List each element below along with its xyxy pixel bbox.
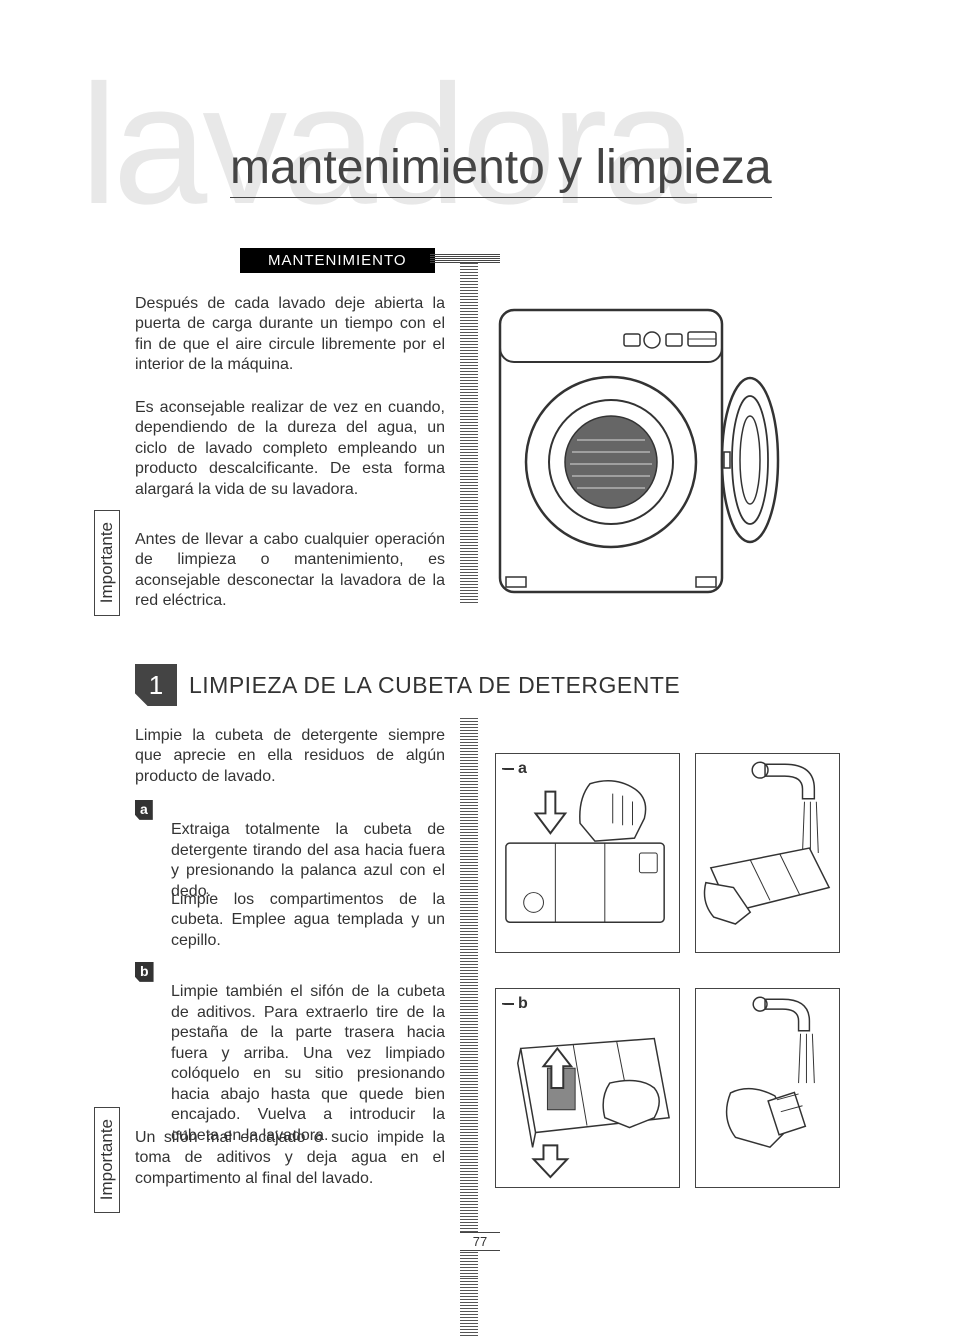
- washing-machine-illustration: [492, 292, 792, 604]
- importante-sidebar-1: Importante: [94, 510, 120, 616]
- importante-sidebar-2: Importante: [94, 1107, 120, 1213]
- step-b: b Limpie también el sifón de la cubeta d…: [135, 962, 445, 1146]
- paragraph-importante-1: Antes de llevar a cabo cualquier operaci…: [135, 530, 445, 612]
- step-a-tag: a: [135, 800, 153, 820]
- diagram-a-label: a: [518, 760, 527, 778]
- step-a: a Extraiga totalmente la cubeta de deter…: [135, 800, 445, 902]
- section-1-heading: 1 LIMPIEZA DE LA CUBETA DE DETERGENTE: [135, 664, 680, 706]
- step-b-tag: b: [135, 962, 154, 982]
- paragraph-section1-intro: Limpie la cubeta de detergente siempre q…: [135, 726, 445, 787]
- step-a-text-2: Limpie los compartimentos de la cubeta. …: [171, 890, 445, 951]
- section-number-marker: 1: [135, 664, 177, 706]
- vertical-hatch-footer: [460, 1278, 478, 1338]
- importante-label: Importante: [95, 514, 119, 611]
- paragraph-intro-2: Es aconsejable realizar de vez en cuando…: [135, 398, 445, 500]
- paragraph-importante-2: Un sifón mal encajado o sucio impide la …: [135, 1128, 445, 1189]
- diagram-b-2: [695, 988, 840, 1188]
- importante-label-2: Importante: [95, 1111, 119, 1208]
- step-b-text: Limpie también el sifón de la cubeta de …: [171, 982, 445, 1146]
- section-1-title: LIMPIEZA DE LA CUBETA DE DETERGENTE: [189, 672, 680, 699]
- vertical-hatch-top: [460, 260, 478, 605]
- paragraph-intro-1: Después de cada lavado deje abierta la p…: [135, 294, 445, 376]
- vertical-hatch-bottom: [460, 718, 478, 1278]
- diagram-b-tag: [502, 1003, 514, 1005]
- diagram-a-2: [695, 753, 840, 953]
- diagram-a-tag: [502, 768, 514, 770]
- diagram-b-label: b: [518, 995, 528, 1013]
- section-tag-mantenimiento: MANTENIMIENTO: [240, 248, 435, 273]
- page-number: 77: [460, 1232, 500, 1251]
- page-subtitle: mantenimiento y limpieza: [230, 140, 772, 198]
- diagram-a-1: a: [495, 753, 680, 953]
- diagram-b-1: b: [495, 988, 680, 1188]
